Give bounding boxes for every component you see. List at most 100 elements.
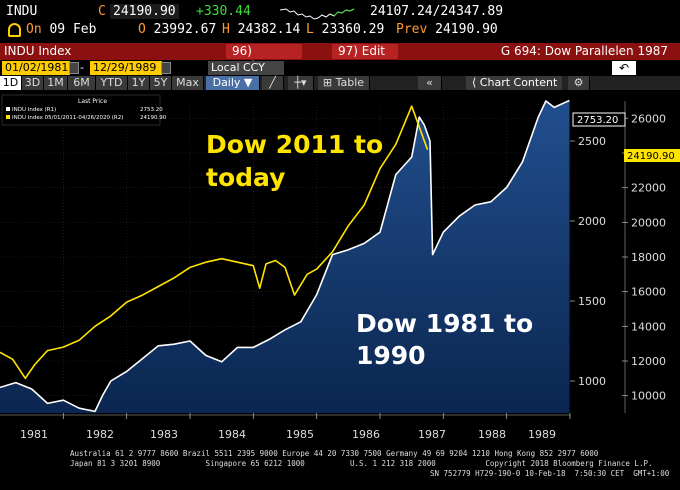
x-axis-labels: 1981 1982 1983 1984 1985 1986 1987 1988 … [0,428,570,446]
legend-swatch-r1 [6,107,10,111]
legend-name-r1: INDU Index (R1) [12,107,56,113]
page-title: G 694: Dow Parallelen 1987 [500,44,668,58]
series-r2-line [0,105,429,380]
frequency-label: Daily [212,76,241,89]
prev-close: Prev 24190.90 [396,22,498,37]
open-value: 23992.67 [153,22,217,37]
x-tick-label: 1982 [86,428,114,441]
last-value-r1: 2753.20 [577,115,618,126]
x-tick-label: 1981 [20,428,48,441]
right-axis-tick-label: 18000 [631,251,666,264]
net-change: +330.44 [196,4,251,19]
x-tick-label: 1989 [528,428,556,441]
quote-bar: INDU C 24190.90 +330.44 24107.24/24347.8… [0,0,680,42]
end-date-input[interactable]: 12/29/1989 [90,61,162,75]
x-tick-label: 1985 [286,428,314,441]
high-price: H 24382.14 [222,22,300,37]
right-axis-tick-label: 10000 [631,390,666,403]
annotation-old-line1: Dow 1981 to [356,309,533,338]
table-label: Table [335,76,365,89]
footer-line-2: Japan 81 3 3201 8900 Singapore 65 6212 1… [70,459,653,468]
chart-type-line-icon[interactable]: ╱ [262,76,284,90]
start-date-input[interactable]: 01/02/1981 [2,61,70,75]
right-axis-tick-label: 16000 [631,286,666,299]
high-value: 24382.14 [237,22,301,37]
right-axis-tick-label: 12000 [631,355,666,368]
function-menubar: INDU Index 96) Actions 97) Edit G 694: D… [0,43,680,73]
period-ytd-button[interactable]: YTD [96,76,128,90]
actions-button[interactable]: 96) Actions [226,44,302,73]
footer-line-1: Australia 61 2 9777 8600 Brazil 5511 239… [70,449,599,458]
undo-arrow-icon[interactable]: ↶ [612,61,636,75]
date-label: On [26,22,42,37]
legend-value-r2: 24190.90 [140,115,167,121]
x-tick-label: 1984 [218,428,246,441]
period-3d-button[interactable]: 3D [22,76,44,90]
period-max-button[interactable]: Max [172,76,204,90]
period-6m-button[interactable]: 6M [68,76,96,90]
date-separator: - [80,61,84,74]
low-value: 23360.29 [321,22,385,37]
series-r1-line [0,99,570,413]
chart-content-button[interactable]: ⟨ Chart Content [466,76,562,90]
x-tick-label: 1986 [352,428,380,441]
legend-name-r2: INDU Index 05/01/2011-04/26/2020 (R2) [12,115,123,121]
end-calendar-icon[interactable] [161,62,171,74]
frequency-select[interactable]: Daily ▼ [206,76,260,90]
left-axis-tick-label: 2500 [578,135,606,148]
chart-toolbar: 1D 3D 1M 6M YTD 1Y 5Y Max Daily ▼ ╱ ┼▾ ⊞… [0,76,680,90]
alert-bell-icon[interactable] [8,23,21,37]
x-tick-label: 1987 [418,428,446,441]
legend-box [1,94,161,126]
right-axis-tick-label: 26000 [631,112,666,125]
legend-swatch-r2 [6,115,10,119]
collapse-panel-icon[interactable]: « [418,76,442,90]
period-5y-button[interactable]: 5Y [150,76,172,90]
period-1d-button[interactable]: 1D [0,76,22,90]
x-tick-label: 1983 [150,428,178,441]
chart-content-label: Chart Content [479,76,558,89]
prev-label: Prev [396,22,428,37]
period-1y-button[interactable]: 1Y [128,76,150,90]
ticker-symbol[interactable]: INDU [6,4,38,19]
last-value-r2: 24190.90 [627,151,675,162]
period-1m-button[interactable]: 1M [44,76,68,90]
right-axis-tick-label: 20000 [631,216,666,229]
legend-title: Last Price [78,98,107,105]
left-axis-tick-label: 1000 [578,375,606,388]
day-range: 24107.24/24347.89 [370,4,504,19]
quote-row-1: INDU C 24190.90 +330.44 24107.24/24347.8… [0,4,680,24]
open-label: O [138,22,146,37]
low-label: L [306,22,314,37]
left-axis-tick-label: 2000 [578,215,606,228]
annotation-modern-line1: Dow 2011 to [206,130,383,159]
chart-type-bar-icon[interactable]: ┼▾ [288,76,314,90]
prev-value: 24190.90 [435,22,498,37]
last-price: 24190.90 [110,4,179,19]
quote-row-2: On 09 Feb O 23992.67 H 24382.14 L 23360.… [0,22,680,42]
chart-content-icon: ⟨ [472,76,477,89]
currency-select[interactable]: Local CCY [208,61,284,75]
right-axis-tick-label: 14000 [631,320,666,333]
series-r1-area [0,100,570,413]
table-button[interactable]: ⊞ Table [318,76,370,90]
settings-gear-icon[interactable]: ⚙ [568,76,590,90]
start-calendar-icon[interactable] [69,62,79,74]
x-tick-label: 1988 [478,428,506,441]
bloomberg-footer: Australia 61 2 9777 8600 Brazil 5511 239… [0,449,680,490]
open-price: O 23992.67 [138,22,216,37]
annotation-modern-line2: today [206,163,285,192]
legend-value-r1: 2753.20 [140,107,163,113]
price-chart-svg: 1000 1500 2000 2500 10000 12000 14000 16000 180… [0,91,680,419]
security-name: INDU Index [4,44,72,58]
date-value: 09 Feb [49,22,97,37]
annotation-old-line2: 1990 [356,341,426,370]
last-value-tag-r2: 24190.90 [624,149,680,162]
intraday-sparkline [280,8,355,20]
edit-button[interactable]: 97) Edit [332,44,398,59]
footer-line-3: SN 752779 H729-190-0 10-Feb-18 7:50:30 C… [430,469,670,478]
left-axis-tick-label: 1500 [578,295,606,308]
quote-date: On 09 Feb [26,22,96,37]
date-range-row: 01/02/1981 - 12/29/1989 Local CCY ↶ [0,61,680,75]
price-chart: 1000 1500 2000 2500 10000 12000 14000 16000 180… [0,91,680,425]
